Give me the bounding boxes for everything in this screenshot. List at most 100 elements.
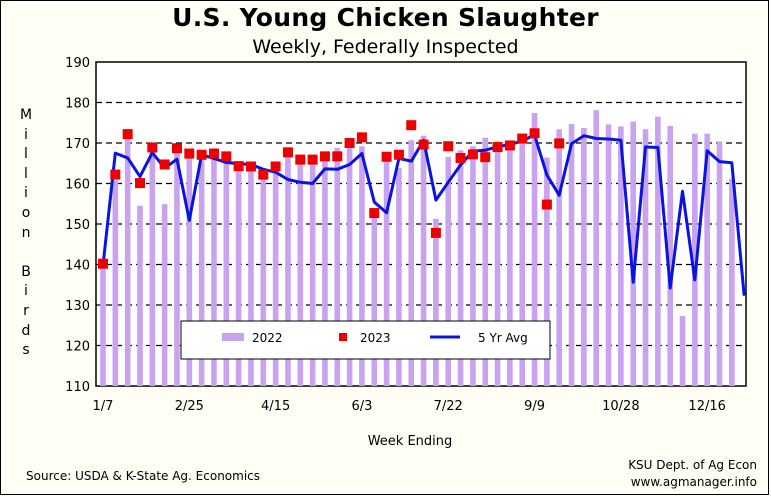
chart-subtitle: Weekly, Federally Inspected: [252, 36, 519, 58]
bar-2022: [309, 156, 316, 386]
x-tick-label: 12/16: [688, 399, 725, 414]
point-2023: [295, 154, 306, 165]
point-2023: [319, 151, 330, 162]
bar-2022: [420, 135, 427, 386]
bar-2022: [655, 116, 661, 387]
bar-2022: [112, 180, 119, 386]
bar-2022: [396, 168, 402, 386]
bar-2022: [568, 123, 575, 386]
point-2023: [381, 151, 392, 162]
bar-2022: [285, 153, 291, 386]
point-2023: [134, 178, 145, 189]
point-2023: [159, 159, 170, 170]
x-tick-label: 6/3: [351, 399, 372, 414]
bar-2022: [186, 151, 193, 386]
bar-2022: [482, 137, 489, 386]
bar-2022: [223, 162, 230, 386]
bar-2022: [235, 165, 242, 386]
point-2023: [122, 129, 133, 140]
point-2023: [554, 138, 565, 149]
bar-2022: [248, 166, 254, 386]
source-note: Source: USDA & K-State Ag. Economics: [26, 469, 261, 483]
bar-2022: [383, 160, 390, 386]
x-tick-label: 2/25: [175, 399, 204, 414]
bar-2022: [507, 141, 513, 386]
point-2023: [430, 227, 441, 238]
point-2023: [492, 142, 503, 153]
point-2023: [480, 152, 491, 163]
bar-2022: [581, 128, 587, 386]
point-2023: [196, 149, 207, 160]
bar-2022: [433, 218, 439, 386]
point-2023: [245, 161, 256, 172]
x-tick-label: 4/15: [261, 399, 290, 414]
point-2023: [270, 161, 281, 172]
point-2023: [393, 149, 404, 160]
bar-2022: [297, 158, 304, 386]
x-tick-label: 10/28: [602, 399, 639, 414]
bar-2022: [679, 315, 686, 386]
y-tick-label: 150: [65, 218, 90, 233]
y-tick-label: 140: [65, 259, 90, 274]
bar-2022: [593, 110, 599, 386]
bar-2022: [174, 150, 180, 386]
point-2023: [455, 152, 466, 163]
bar-2022: [161, 204, 168, 386]
credit-line-2: www.agmanager.info: [630, 475, 757, 489]
points-2023: [98, 120, 565, 269]
bar-2022: [642, 129, 649, 387]
y-tick-label: 120: [65, 340, 90, 355]
y-tick-label: 190: [65, 56, 90, 71]
x-tick-label: 9/9: [524, 399, 545, 414]
point-2023: [504, 140, 515, 151]
point-2023: [517, 133, 528, 144]
bar-2022: [630, 121, 636, 386]
bar-2022: [371, 212, 378, 386]
bar-2022: [211, 154, 217, 386]
bar-2022: [198, 152, 205, 386]
bar-2022: [531, 113, 538, 386]
legend: 2022 2023 5 Yr Avg: [180, 320, 551, 360]
point-2023: [541, 199, 552, 210]
bar-2022: [519, 138, 526, 386]
legend-swatch-2022: [222, 333, 244, 341]
bar-2022: [124, 132, 131, 386]
bar-2022: [704, 133, 710, 386]
bar-2022: [667, 125, 673, 387]
bar-2022: [260, 168, 267, 386]
point-2023: [467, 149, 478, 160]
legend-label-5yr-avg: 5 Yr Avg: [478, 331, 528, 345]
point-2023: [147, 142, 158, 153]
bar-2022: [346, 141, 353, 386]
x-tick-label: 1/7: [93, 399, 114, 414]
bar-2022: [556, 129, 563, 387]
bar-2022: [457, 150, 464, 386]
bar-2022: [408, 140, 415, 386]
bar-2022: [494, 141, 501, 386]
bar-2022: [544, 157, 550, 386]
point-2023: [307, 154, 318, 165]
point-2023: [443, 141, 454, 152]
y-tick-label: 110: [65, 380, 90, 395]
y-tick-label: 180: [65, 97, 90, 112]
point-2023: [418, 139, 429, 150]
x-tick-label: 7/22: [434, 399, 463, 414]
bar-2022: [359, 146, 365, 386]
point-2023: [110, 169, 121, 180]
credit-line-1: KSU Dept. of Ag Econ: [628, 458, 757, 472]
bar-2022: [322, 157, 328, 386]
x-tick-labels: 1/7 2/25 4/15 6/3 7/22 9/9 10/28 12/16: [93, 399, 726, 414]
point-2023: [171, 143, 182, 154]
bar-2022: [100, 263, 106, 386]
bar-2022: [149, 148, 156, 386]
legend-label-2023: 2023: [360, 331, 391, 345]
credit-note: KSU Dept. of Ag Econ www.agmanager.info: [628, 457, 757, 491]
legend-swatch-2023: [339, 333, 347, 341]
point-2023: [233, 161, 244, 172]
bar-2022: [605, 124, 612, 387]
chart-title: U.S. Young Chicken Slaughter: [172, 3, 599, 32]
bar-2022: [334, 147, 341, 386]
bar-2022: [137, 205, 143, 386]
